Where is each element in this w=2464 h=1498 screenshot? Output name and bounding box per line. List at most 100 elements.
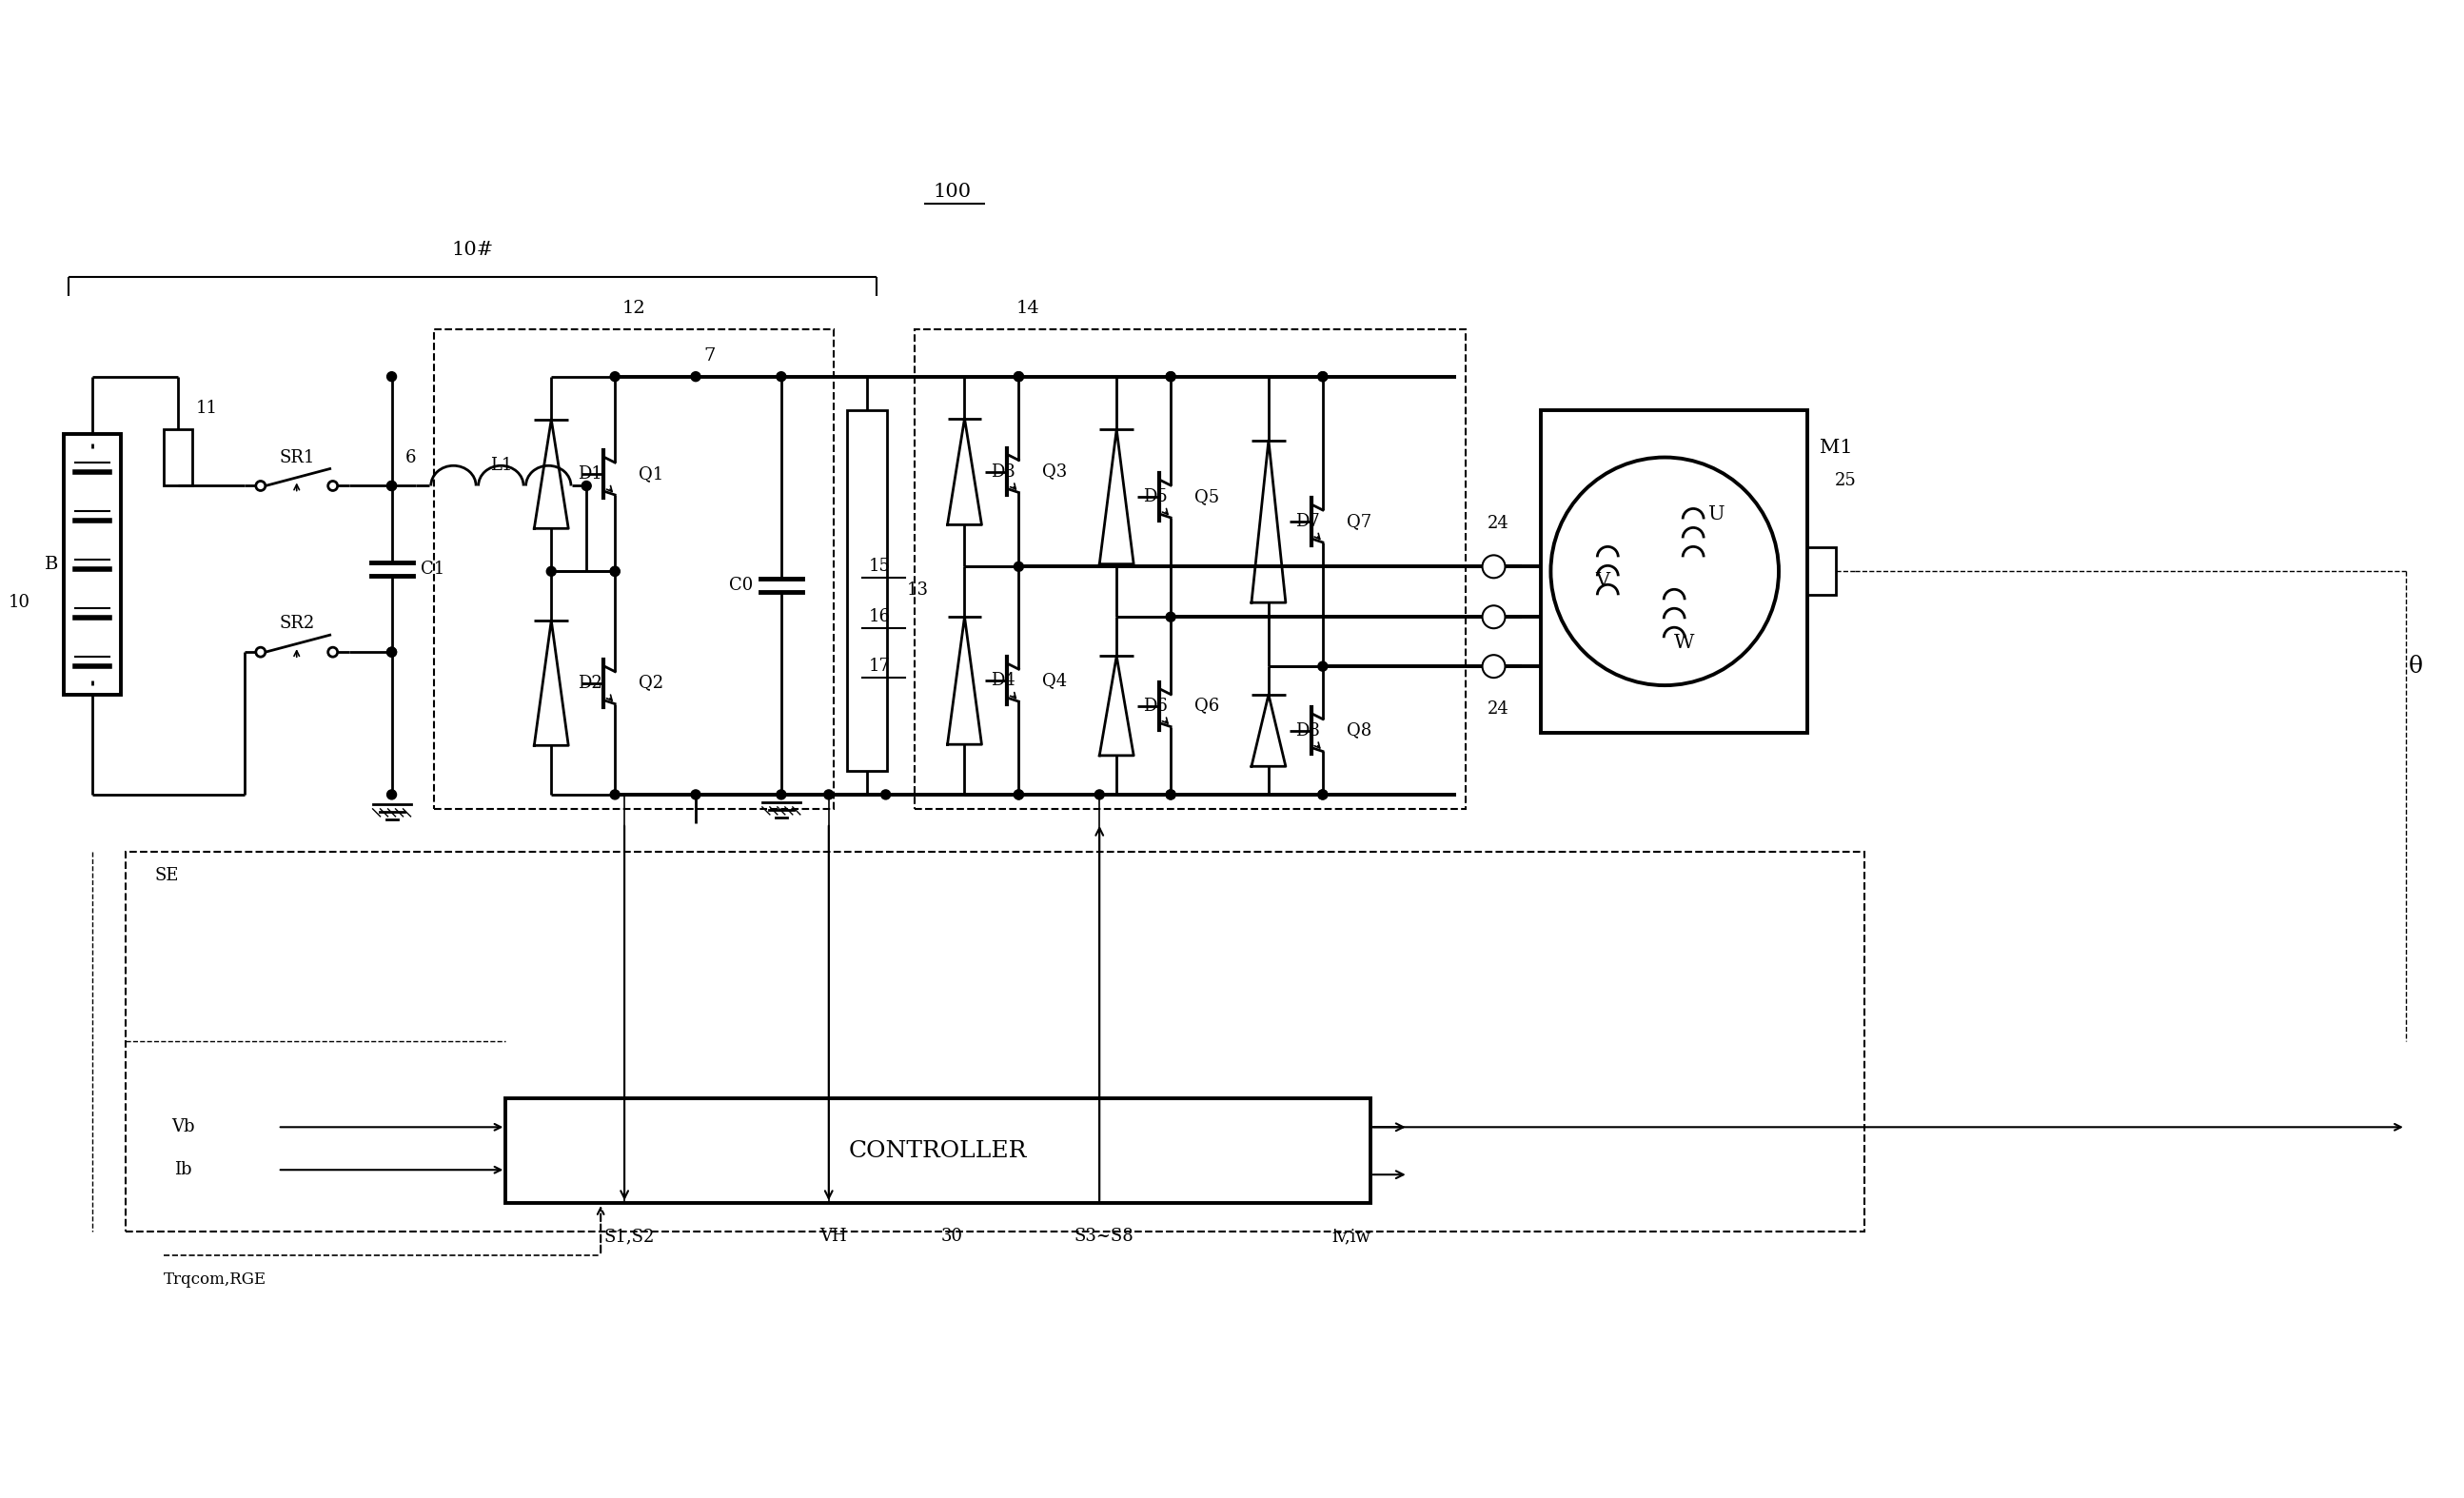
Bar: [505, 1098, 1370, 1203]
Text: D6: D6: [1143, 697, 1168, 715]
Circle shape: [1165, 789, 1175, 800]
Bar: [434, 330, 833, 809]
Text: Vb: Vb: [170, 1119, 195, 1135]
Text: S3~S8: S3~S8: [1074, 1228, 1133, 1245]
Text: VH: VH: [821, 1228, 848, 1245]
Text: Q2: Q2: [638, 674, 663, 692]
Text: Q4: Q4: [1042, 673, 1067, 689]
Text: W: W: [1673, 634, 1693, 652]
Text: 13: 13: [907, 581, 929, 599]
Text: Q6: Q6: [1195, 697, 1220, 715]
Text: C1: C1: [421, 560, 444, 578]
Circle shape: [387, 647, 397, 656]
Circle shape: [1165, 613, 1175, 622]
Text: 7: 7: [705, 348, 717, 364]
Text: 6: 6: [404, 449, 416, 466]
Text: 14: 14: [1018, 300, 1040, 316]
Text: Trqcom,RGE: Trqcom,RGE: [163, 1270, 266, 1287]
Text: SR2: SR2: [278, 616, 315, 632]
Text: 24: 24: [1488, 701, 1510, 718]
Circle shape: [1318, 789, 1328, 800]
Text: D2: D2: [579, 674, 601, 692]
Text: D8: D8: [1296, 722, 1321, 739]
Circle shape: [776, 372, 786, 382]
Text: Ib: Ib: [175, 1161, 192, 1179]
Text: D3: D3: [991, 463, 1015, 481]
Text: D1: D1: [579, 466, 604, 482]
Circle shape: [1165, 372, 1175, 382]
Circle shape: [1550, 457, 1779, 686]
Circle shape: [1015, 789, 1023, 800]
Circle shape: [1483, 556, 1506, 578]
Circle shape: [1483, 655, 1506, 677]
Circle shape: [611, 566, 621, 577]
Text: iv,iw: iv,iw: [1331, 1228, 1370, 1245]
Circle shape: [387, 372, 397, 382]
Circle shape: [823, 789, 833, 800]
Circle shape: [1318, 372, 1328, 382]
Text: Q1: Q1: [638, 466, 663, 482]
Bar: [126, 851, 1865, 1231]
Text: 30: 30: [941, 1228, 963, 1245]
Text: SR1: SR1: [278, 449, 315, 466]
Circle shape: [547, 566, 557, 577]
Text: 100: 100: [934, 183, 971, 201]
Text: θ: θ: [2407, 656, 2422, 677]
Bar: [1542, 410, 1806, 733]
Text: 12: 12: [623, 300, 646, 316]
Text: B: B: [44, 556, 59, 572]
Text: 11: 11: [195, 400, 217, 416]
Circle shape: [1318, 789, 1328, 800]
Text: 10#: 10#: [451, 241, 493, 259]
Circle shape: [1165, 789, 1175, 800]
Text: D7: D7: [1296, 512, 1321, 530]
Text: SE: SE: [155, 867, 177, 884]
Circle shape: [387, 789, 397, 800]
Bar: [163, 428, 192, 485]
Circle shape: [387, 481, 397, 490]
Circle shape: [387, 647, 397, 656]
Text: 24: 24: [1488, 515, 1510, 532]
Circle shape: [1318, 372, 1328, 382]
Bar: [1806, 548, 1836, 595]
Circle shape: [582, 481, 591, 490]
Text: D5: D5: [1143, 488, 1168, 505]
Text: CONTROLLER: CONTROLLER: [848, 1140, 1027, 1162]
Text: 25: 25: [1833, 472, 1855, 490]
Circle shape: [328, 647, 338, 656]
Circle shape: [1094, 789, 1104, 800]
Text: L1: L1: [490, 457, 513, 473]
Circle shape: [256, 481, 266, 490]
Text: Q8: Q8: [1345, 722, 1372, 739]
Circle shape: [611, 566, 621, 577]
Circle shape: [1015, 789, 1023, 800]
Bar: [848, 410, 887, 771]
Circle shape: [387, 481, 397, 490]
Circle shape: [328, 481, 338, 490]
Circle shape: [1015, 562, 1023, 571]
Text: D4: D4: [991, 673, 1015, 689]
Circle shape: [690, 789, 700, 800]
Circle shape: [882, 789, 890, 800]
Circle shape: [611, 789, 621, 800]
Text: U: U: [1708, 505, 1725, 523]
Text: 16: 16: [870, 608, 890, 626]
Circle shape: [256, 647, 266, 656]
Text: V: V: [1597, 572, 1609, 590]
Text: C0: C0: [729, 577, 752, 595]
Text: 17: 17: [870, 658, 890, 676]
Circle shape: [1165, 372, 1175, 382]
Text: Q5: Q5: [1195, 488, 1220, 505]
Circle shape: [611, 372, 621, 382]
Text: S1,S2: S1,S2: [604, 1228, 655, 1245]
Circle shape: [776, 789, 786, 800]
Circle shape: [1483, 605, 1506, 628]
Bar: [914, 330, 1466, 809]
Text: Q3: Q3: [1042, 463, 1067, 481]
Bar: [64, 433, 121, 695]
Text: 10: 10: [10, 593, 30, 611]
Text: Q7: Q7: [1345, 512, 1372, 530]
Text: 15: 15: [870, 559, 890, 575]
Circle shape: [690, 372, 700, 382]
Circle shape: [1015, 372, 1023, 382]
